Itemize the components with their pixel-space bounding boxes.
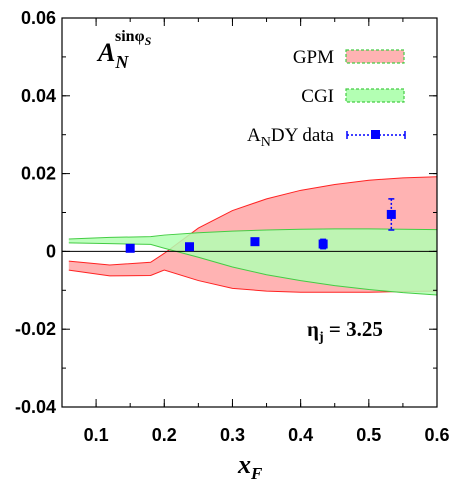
legend-data-sub: N xyxy=(261,135,271,150)
observable-sup: sinφ xyxy=(115,28,145,45)
legend-label-data: ANDY data xyxy=(247,125,335,150)
legend-label-cgi: CGI xyxy=(301,86,334,107)
y-tick-label: 0.04 xyxy=(21,86,56,106)
observable-sub: N xyxy=(114,52,129,72)
y-tick-label: 0.02 xyxy=(21,164,56,184)
x-axis-label-base: x xyxy=(237,450,251,479)
x-tick-label: 0.3 xyxy=(220,425,245,445)
band-gpm-lower-edge xyxy=(68,269,438,293)
observable-label: AN xyxy=(96,38,129,72)
legend: GPM CGI ANDY data xyxy=(247,47,406,150)
legend-swatch-cgi xyxy=(345,88,405,103)
legend-data-rest: DY data xyxy=(271,125,335,146)
observable-sup-sub: S xyxy=(145,34,152,48)
bands-layer xyxy=(68,176,438,296)
x-axis-label-sub: F xyxy=(250,464,263,483)
x-tick-label: 0.6 xyxy=(424,425,449,445)
legend-label-gpm: GPM xyxy=(293,47,334,68)
eta-sub: j xyxy=(318,330,324,345)
data-point xyxy=(318,239,328,249)
x-tick-label: 0.2 xyxy=(152,425,177,445)
y-tick-label: 0.06 xyxy=(21,8,56,28)
observable-superscript: sinφS xyxy=(115,28,152,48)
band-cgi-upper-edge xyxy=(68,228,438,240)
x-tick-label: 0.4 xyxy=(288,425,313,445)
band-gpm-upper-edge xyxy=(68,176,438,266)
band-cgi-fill xyxy=(68,228,438,295)
legend-swatch-gpm xyxy=(345,49,405,64)
eta-base: η xyxy=(307,317,319,341)
x-tick-label: 0.1 xyxy=(84,425,109,445)
legend-data-a: A xyxy=(247,125,261,146)
eta-annotation: ηj = 3.25 xyxy=(307,317,383,345)
y-tick-label: -0.04 xyxy=(15,397,56,417)
data-point xyxy=(250,237,260,247)
band-cgi-lower-edge xyxy=(68,242,438,296)
eta-rest: = 3.25 xyxy=(324,317,383,341)
data-points-layer xyxy=(125,198,396,253)
axis-ticks: 0.1 0.2 0.3 0.4 0.5 0.6 -0.04 -0.02 0 0.02 0.04 0.0… xyxy=(15,8,450,445)
data-point xyxy=(386,209,396,219)
y-tick-label: -0.02 xyxy=(15,319,56,339)
observable-base: A xyxy=(96,38,115,67)
y-tick-label: 0 xyxy=(46,241,56,261)
x-axis-label: xF xyxy=(237,450,263,483)
data-point xyxy=(125,243,135,253)
x-tick-label: 0.5 xyxy=(356,425,381,445)
data-point xyxy=(185,242,194,252)
legend-swatch-data-marker xyxy=(371,130,380,139)
